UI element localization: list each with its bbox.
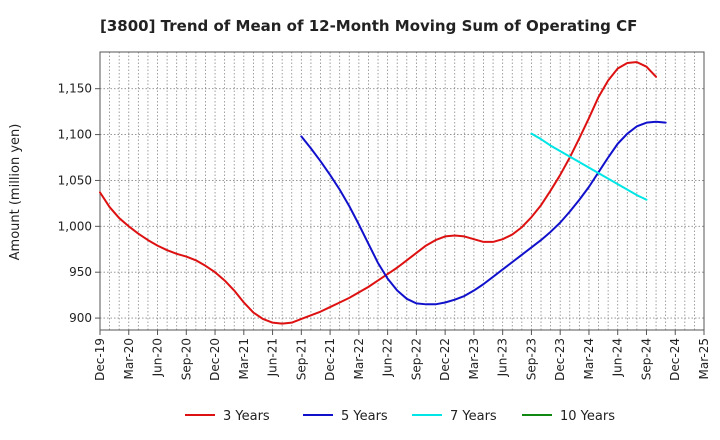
y-tick-label: 1,050 — [58, 173, 92, 187]
x-tick-label: Dec-22 — [438, 338, 452, 381]
series-line-5-years — [300, 120, 667, 306]
x-tick-label: Dec-20 — [208, 338, 222, 381]
x-tick-label: Jun-20 — [151, 338, 165, 377]
series-line-7-years — [530, 132, 648, 201]
x-tick-label: Sep-24 — [639, 338, 653, 380]
x-tick-label: Jun-22 — [381, 338, 395, 377]
x-tick-label: Mar-21 — [237, 338, 251, 379]
y-axis-ticks: 900 950 1,000 1,050 1,100 1,150 — [58, 82, 100, 325]
y-axis-label: Amount (million yen) — [8, 124, 23, 261]
x-tick-label: Mar-24 — [582, 338, 596, 379]
legend-label: 10 Years — [560, 409, 615, 424]
legend-label: 3 Years — [223, 409, 270, 424]
x-tick-label: Mar-25 — [697, 338, 711, 379]
x-tick-label: Jun-24 — [611, 338, 625, 377]
x-tick-label: Mar-22 — [352, 338, 366, 379]
legend: 3 Years 5 Years 7 Years 10 Years — [185, 409, 615, 424]
x-tick-label: Sep-22 — [409, 338, 423, 380]
y-tick-label: 950 — [69, 265, 92, 279]
x-tick-label: Dec-19 — [93, 338, 107, 381]
x-tick-label: Sep-20 — [179, 338, 193, 380]
x-tick-label: Dec-23 — [553, 338, 567, 381]
x-tick-label: Dec-21 — [323, 338, 337, 381]
y-tick-label: 1,100 — [58, 128, 92, 142]
y-tick-label: 1,000 — [58, 219, 92, 233]
x-tick-label: Mar-20 — [122, 338, 136, 379]
x-tick-label: Dec-24 — [668, 338, 682, 381]
x-axis-ticks: Dec-19 Mar-20 Jun-20 Sep-20 Dec-20 Mar-21 Jun-… — [93, 330, 711, 381]
x-tick-label: Jun-21 — [266, 338, 280, 377]
grid-lines — [100, 52, 704, 330]
x-tick-label: Sep-23 — [524, 338, 538, 380]
series-lines — [99, 61, 667, 325]
x-tick-label: Sep-21 — [294, 338, 308, 380]
legend-label: 5 Years — [341, 409, 388, 424]
x-tick-label: Jun-23 — [496, 338, 510, 377]
series-line-3-years — [99, 61, 658, 325]
chart-title: [3800] Trend of Mean of 12-Month Moving … — [100, 17, 637, 35]
legend-label: 7 Years — [450, 409, 497, 424]
y-tick-label: 900 — [69, 311, 92, 325]
y-tick-label: 1,150 — [58, 82, 92, 96]
plot-area-border — [99, 51, 705, 331]
x-tick-label: Mar-23 — [467, 338, 481, 379]
